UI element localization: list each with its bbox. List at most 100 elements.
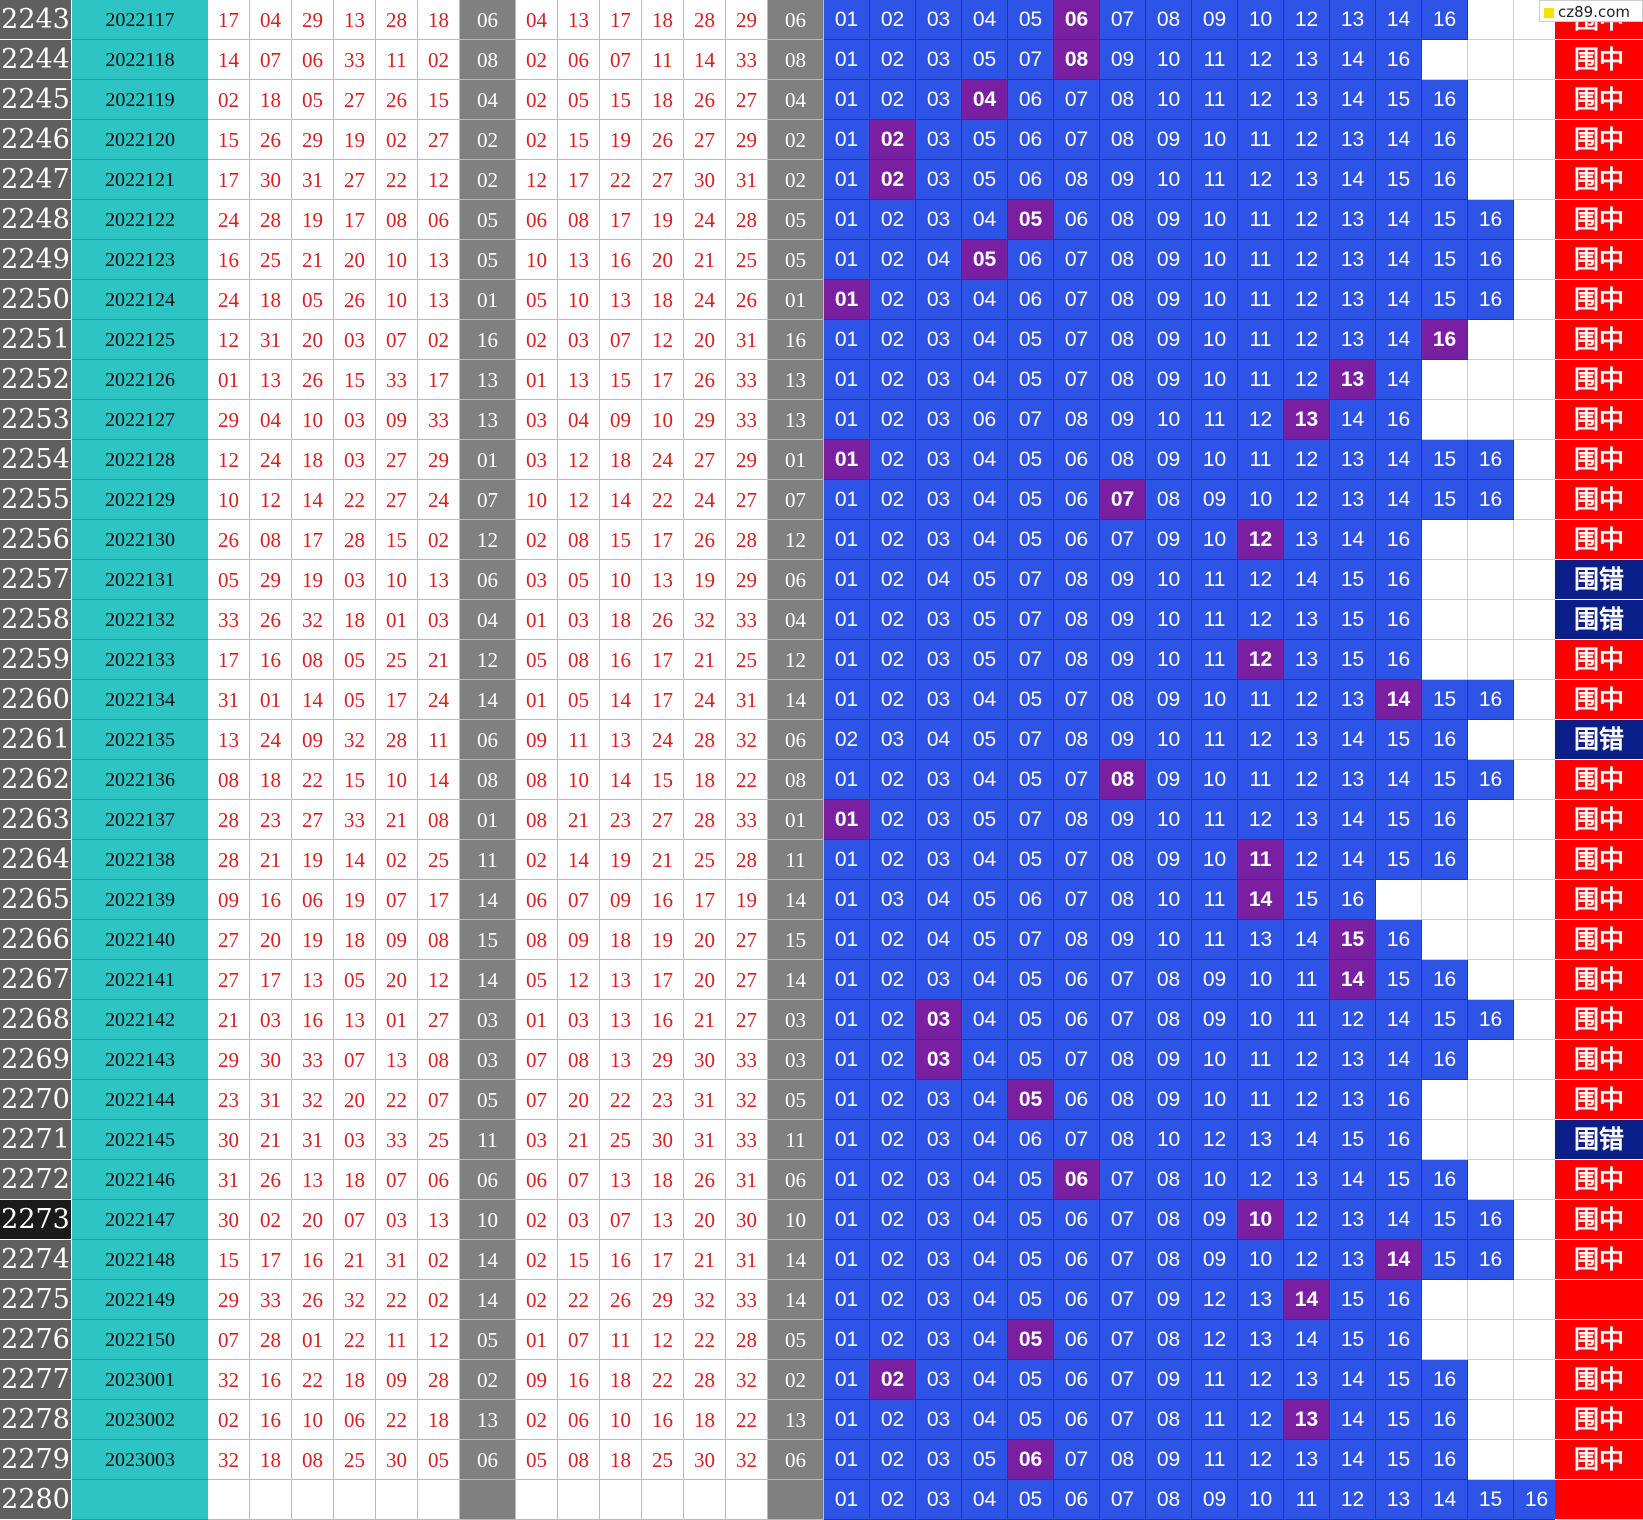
table-row[interactable]: 2247 2022121 17 30 31 27 22 12 02 12 17 22 27 30 31 02 0… (0, 160, 1643, 200)
draw-number-cell: 07 (376, 320, 418, 360)
table-row[interactable]: 2263 2022137 28 23 27 33 21 08 01 08 21 23 27 28 33 01 0… (0, 800, 1643, 840)
row-number[interactable]: 2252 (0, 360, 72, 400)
pick-number-cell: 13 (1330, 680, 1376, 720)
table-row[interactable]: 2276 2022150 07 28 01 22 11 12 05 01 07 11 12 22 28 05 0… (0, 1320, 1643, 1360)
row-number[interactable]: 2245 (0, 80, 72, 120)
row-number[interactable]: 2249 (0, 240, 72, 280)
row-number[interactable]: 2256 (0, 520, 72, 560)
table-row[interactable]: 2257 2022131 05 29 19 03 10 13 06 03 05 10 13 19 29 06 0… (0, 560, 1643, 600)
row-number[interactable]: 2260 (0, 680, 72, 720)
row-number[interactable]: 2251 (0, 320, 72, 360)
table-row[interactable]: 2270 2022144 23 31 32 20 22 07 05 07 20 22 23 31 32 05 0… (0, 1080, 1643, 1120)
row-number[interactable]: 2268 (0, 1000, 72, 1040)
table-row[interactable]: 2254 2022128 12 24 18 03 27 29 01 03 12 18 24 27 29 01 0… (0, 440, 1643, 480)
pick-number-cell: 10 (1192, 1040, 1238, 1080)
table-row[interactable]: 2266 2022140 27 20 19 18 09 08 15 08 09 18 19 20 27 15 0… (0, 920, 1643, 960)
pick-number-cell: 10 (1146, 40, 1192, 80)
period-cell: 2022129 (72, 480, 208, 520)
row-number[interactable]: 2278 (0, 1400, 72, 1440)
row-number[interactable]: 2250 (0, 280, 72, 320)
row-number[interactable]: 2258 (0, 600, 72, 640)
row-number[interactable]: 2262 (0, 760, 72, 800)
row-number[interactable]: 2257 (0, 560, 72, 600)
table-row[interactable]: 2244 2022118 14 07 06 33 11 02 08 02 06 07 11 14 33 08 0… (0, 40, 1643, 80)
pick-number-cell: 05 (962, 720, 1008, 760)
pick-number-cell: 01 (824, 960, 870, 1000)
pick-number-cell: 04 (962, 1480, 1008, 1520)
row-number[interactable]: 2248 (0, 200, 72, 240)
row-number[interactable]: 2266 (0, 920, 72, 960)
table-row[interactable]: 2262 2022136 08 18 22 15 10 14 08 08 10 14 15 18 22 08 0… (0, 760, 1643, 800)
result-badge: 围中 (1555, 640, 1643, 680)
pick-number-cell: 13 (1330, 760, 1376, 800)
table-row[interactable]: 2245 2022119 02 18 05 27 26 15 04 02 05 15 18 26 27 04 0… (0, 80, 1643, 120)
row-number[interactable]: 2274 (0, 1240, 72, 1280)
row-number[interactable]: 2243 (0, 0, 72, 40)
pick-number-cell: 15 (1376, 720, 1422, 760)
pick-number-cell: 13 (1330, 0, 1376, 40)
table-row[interactable]: 2265 2022139 09 16 06 19 07 17 14 06 07 09 16 17 19 14 0… (0, 880, 1643, 920)
row-number[interactable]: 2254 (0, 440, 72, 480)
pick-number-cell: 08 (1054, 400, 1100, 440)
row-number[interactable]: 2272 (0, 1160, 72, 1200)
row-number[interactable]: 2271 (0, 1120, 72, 1160)
row-number[interactable]: 2269 (0, 1040, 72, 1080)
pick-number-cell: 04 (962, 1280, 1008, 1320)
table-row[interactable]: 2259 2022133 17 16 08 05 25 21 12 05 08 16 17 21 25 12 0… (0, 640, 1643, 680)
table-row[interactable]: 2255 2022129 10 12 14 22 27 24 07 10 12 14 22 24 27 07 0… (0, 480, 1643, 520)
table-row[interactable]: 2268 2022142 21 03 16 13 01 27 03 01 03 13 16 21 27 03 0… (0, 1000, 1643, 1040)
table-row[interactable]: 2249 2022123 16 25 21 20 10 13 05 10 13 16 20 21 25 05 0… (0, 240, 1643, 280)
row-number[interactable]: 2264 (0, 840, 72, 880)
table-row[interactable]: 2246 2022120 15 26 29 19 02 27 02 02 15 19 26 27 29 02 0… (0, 120, 1643, 160)
row-number[interactable]: 2280 (0, 1480, 72, 1520)
row-number[interactable]: 2267 (0, 960, 72, 1000)
sorted-number-cell: 10 (600, 1400, 642, 1440)
row-number[interactable]: 2276 (0, 1320, 72, 1360)
row-number[interactable]: 2263 (0, 800, 72, 840)
row-number[interactable]: 2265 (0, 880, 72, 920)
table-row[interactable]: 2250 2022124 24 18 05 26 10 13 01 05 10 13 18 24 26 01 0… (0, 280, 1643, 320)
table-row[interactable]: 2279 2023003 32 18 08 25 30 05 06 05 08 18 25 30 32 06 0… (0, 1440, 1643, 1480)
table-row[interactable]: 2260 2022134 31 01 14 05 17 24 14 01 05 14 17 24 31 14 0… (0, 680, 1643, 720)
row-number[interactable]: 2244 (0, 40, 72, 80)
table-row[interactable]: 2273 2022147 30 02 20 07 03 13 10 02 03 07 13 20 30 10 0… (0, 1200, 1643, 1240)
table-row[interactable]: 2256 2022130 26 08 17 28 15 02 12 02 08 15 17 26 28 12 0… (0, 520, 1643, 560)
period-cell: 2022135 (72, 720, 208, 760)
row-number[interactable]: 2273 (0, 1200, 72, 1240)
table-row[interactable]: 2243 2022117 17 04 29 13 28 18 06 04 13 17 18 28 29 06 0… (0, 0, 1643, 40)
table-row[interactable]: 2274 2022148 15 17 16 21 31 02 14 02 15 16 17 21 31 14 0… (0, 1240, 1643, 1280)
table-row[interactable]: 2280 01 02 03 04 05 06 07 08 09 10 11 12 13 14 15 16 (0, 1480, 1643, 1520)
table-row[interactable]: 2269 2022143 29 30 33 07 13 08 03 07 08 13 29 30 33 03 0… (0, 1040, 1643, 1080)
row-number[interactable]: 2253 (0, 400, 72, 440)
table-row[interactable]: 2275 2022149 29 33 26 32 22 02 14 02 22 26 29 32 33 14 0… (0, 1280, 1643, 1320)
pick-number-cell: 08 (1100, 1120, 1146, 1160)
table-row[interactable]: 2271 2022145 30 21 31 03 33 25 11 03 21 25 30 31 33 11 0… (0, 1120, 1643, 1160)
table-row[interactable]: 2258 2022132 33 26 32 18 01 03 04 01 03 18 26 32 33 04 0… (0, 600, 1643, 640)
pick-number-cell: 05 (1008, 1000, 1054, 1040)
draw-number-cell: 19 (292, 920, 334, 960)
table-row[interactable]: 2252 2022126 01 13 26 15 33 17 13 01 13 15 17 26 33 13 0… (0, 360, 1643, 400)
table-row[interactable]: 2272 2022146 31 26 13 18 07 06 06 06 07 13 18 26 31 06 0… (0, 1160, 1643, 1200)
table-row[interactable]: 2251 2022125 12 31 20 03 07 02 16 02 03 07 12 20 31 16 0… (0, 320, 1643, 360)
row-number[interactable]: 2279 (0, 1440, 72, 1480)
row-number[interactable]: 2270 (0, 1080, 72, 1120)
row-number[interactable]: 2259 (0, 640, 72, 680)
pick-number-cell: 02 (870, 680, 916, 720)
table-row[interactable]: 2267 2022141 27 17 13 05 20 12 14 05 12 13 17 20 27 14 0… (0, 960, 1643, 1000)
table-row[interactable]: 2278 2023002 02 16 10 06 22 18 13 02 06 10 16 18 22 13 0… (0, 1400, 1643, 1440)
row-number[interactable]: 2277 (0, 1360, 72, 1400)
row-number[interactable]: 2247 (0, 160, 72, 200)
table-row[interactable]: 2253 2022127 29 04 10 03 09 33 13 03 04 09 10 29 33 13 0… (0, 400, 1643, 440)
table-row[interactable]: 2261 2022135 13 24 09 32 28 11 06 09 11 13 24 28 32 06 0… (0, 720, 1643, 760)
pick-number-cell: 04 (962, 1240, 1008, 1280)
table-row[interactable]: 2277 2023001 32 16 22 18 09 28 02 09 16 18 22 28 32 02 0… (0, 1360, 1643, 1400)
row-number[interactable]: 2275 (0, 1280, 72, 1320)
table-row[interactable]: 2264 2022138 28 21 19 14 02 25 11 02 14 19 21 25 28 11 0… (0, 840, 1643, 880)
row-number[interactable]: 2261 (0, 720, 72, 760)
row-number[interactable]: 2246 (0, 120, 72, 160)
pick-number-cell: 13 (1284, 1440, 1330, 1480)
row-number[interactable]: 2255 (0, 480, 72, 520)
pick-number-cell: 15 (1376, 1160, 1422, 1200)
table-row[interactable]: 2248 2022122 24 28 19 17 08 06 05 06 08 17 19 24 28 05 0… (0, 200, 1643, 240)
empty-cell (1468, 560, 1514, 600)
